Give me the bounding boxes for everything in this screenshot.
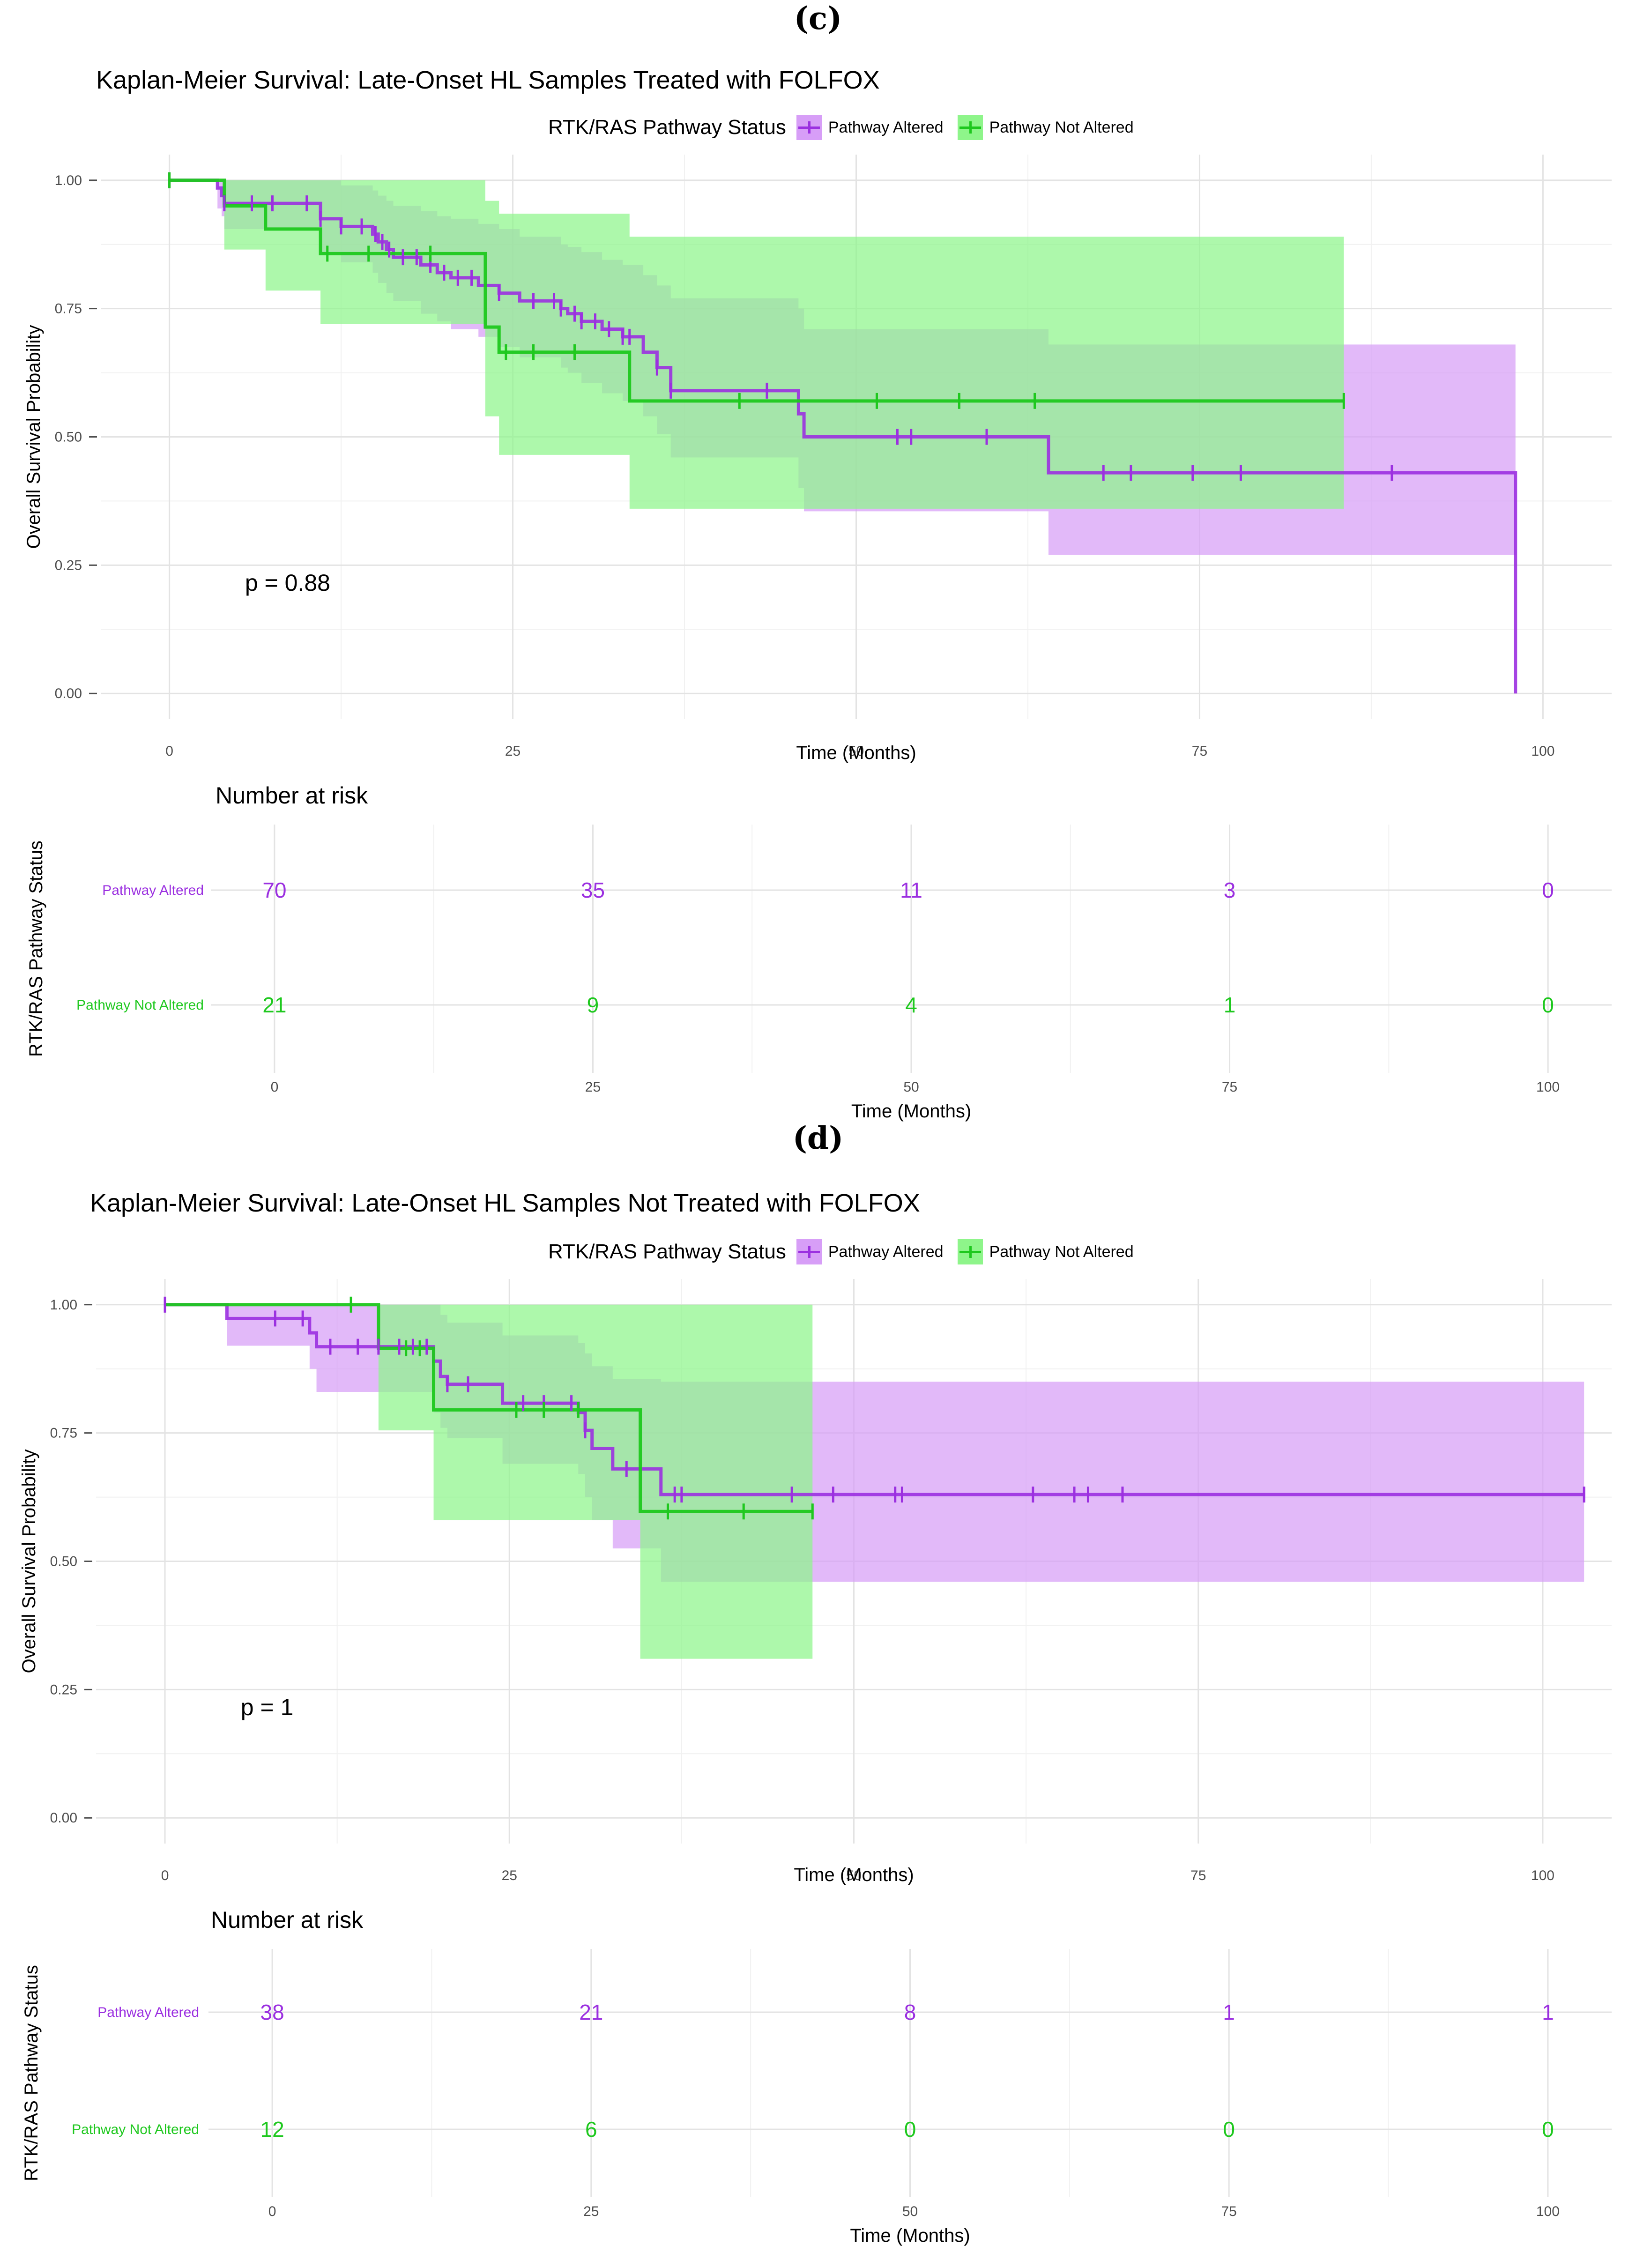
risk-y-axis-title: RTK/RAS Pathway Status xyxy=(26,840,46,1057)
x-tick-label: 50 xyxy=(848,744,864,759)
panel-c-title: Kaplan-Meier Survival: Late-Onset HL Sam… xyxy=(96,66,880,94)
risk-count-altered: 3 xyxy=(1224,878,1236,902)
x-tick-label: 25 xyxy=(502,1868,517,1883)
y-tick-label: 1.00 xyxy=(55,173,82,188)
risk-count-not-altered: 12 xyxy=(260,2117,284,2142)
risk-count-altered: 11 xyxy=(900,878,922,902)
legend-title: RTK/RAS Pathway Status xyxy=(548,116,786,139)
risk-group-label-not-altered: Pathway Not Altered xyxy=(72,2122,199,2137)
risk-count-not-altered: 21 xyxy=(262,993,286,1017)
risk-count-not-altered: 6 xyxy=(585,2117,597,2142)
risk-count-not-altered: 0 xyxy=(1542,2117,1554,2142)
x-tick-label: 75 xyxy=(1192,744,1207,759)
risk-table-title: Number at risk xyxy=(216,782,368,809)
panel-c-label: (c) xyxy=(794,0,842,37)
y-tick-label: 0.00 xyxy=(50,1810,77,1826)
risk-count-not-altered: 9 xyxy=(587,993,599,1017)
risk-count-altered: 35 xyxy=(581,878,605,902)
y-tick-label: 0.75 xyxy=(50,1426,77,1441)
legend-label-altered: Pathway Altered xyxy=(828,1242,944,1261)
y-tick-label: 0.50 xyxy=(50,1554,77,1569)
risk-group-label-altered: Pathway Altered xyxy=(97,2005,199,2020)
risk-x-tick-label: 75 xyxy=(1222,1079,1237,1095)
risk-x-tick-label: 0 xyxy=(268,2204,276,2219)
y-tick-label: 0.50 xyxy=(55,430,82,445)
risk-count-altered: 0 xyxy=(1542,878,1554,902)
risk-count-not-altered: 1 xyxy=(1224,993,1236,1017)
panel-c-legend: RTK/RAS Pathway Status Pathway Altered P… xyxy=(548,115,1148,140)
legend-label-altered: Pathway Altered xyxy=(828,118,944,136)
risk-count-not-altered: 0 xyxy=(1223,2117,1235,2142)
survival-line-altered xyxy=(165,1303,1584,1496)
x-tick-label: 50 xyxy=(846,1868,862,1883)
x-tick-label: 75 xyxy=(1190,1868,1206,1883)
confidence-band-not-altered xyxy=(169,180,1344,509)
p-value-annotation: p = 1 xyxy=(241,1694,294,1720)
legend-title: RTK/RAS Pathway Status xyxy=(548,1240,786,1263)
risk-x-tick-label: 0 xyxy=(271,1079,279,1095)
p-value-annotation: p = 0.88 xyxy=(245,570,330,596)
risk-count-not-altered: 4 xyxy=(905,993,917,1017)
risk-count-altered: 1 xyxy=(1542,2000,1554,2024)
y-axis-title: Overall Survival Probability xyxy=(23,325,44,549)
y-tick-label: 1.00 xyxy=(50,1297,77,1313)
x-tick-label: 0 xyxy=(165,744,173,759)
risk-group-label-altered: Pathway Altered xyxy=(102,883,204,898)
risk-count-not-altered: 0 xyxy=(904,2117,916,2142)
risk-count-altered: 70 xyxy=(262,878,286,902)
risk-count-altered: 1 xyxy=(1223,2000,1235,2024)
panel-d-label: (d) xyxy=(792,1120,844,1156)
risk-x-tick-label: 50 xyxy=(902,2204,918,2219)
confidence-band-not-altered xyxy=(165,1304,813,1659)
panel-d-legend: RTK/RAS Pathway Status Pathway Altered P… xyxy=(548,1239,1148,1264)
y-axis-title: Overall Survival Probability xyxy=(19,1450,39,1673)
legend-label-not-altered: Pathway Not Altered xyxy=(989,118,1134,136)
x-axis-title: Time (Months) xyxy=(794,1865,914,1885)
x-tick-label: 25 xyxy=(505,744,521,759)
x-axis-title: Time (Months) xyxy=(796,743,916,763)
y-tick-label: 0.75 xyxy=(55,301,82,317)
risk-table-title: Number at risk xyxy=(211,1907,364,1933)
risk-x-tick-label: 25 xyxy=(583,2204,599,2219)
legend-key-altered xyxy=(796,1239,822,1264)
x-tick-label: 100 xyxy=(1531,744,1554,759)
x-tick-label: 100 xyxy=(1531,1868,1554,1883)
risk-count-altered: 21 xyxy=(579,2000,603,2024)
x-tick-label: 0 xyxy=(161,1868,169,1883)
legend-key-not-altered xyxy=(957,1239,983,1264)
risk-x-tick-label: 75 xyxy=(1221,2204,1236,2219)
y-tick-label: 0.25 xyxy=(50,1682,77,1697)
legend-key-not-altered xyxy=(957,115,983,140)
legend-key-altered xyxy=(796,115,822,140)
risk-count-altered: 8 xyxy=(904,2000,916,2024)
y-tick-label: 0.00 xyxy=(55,686,82,701)
y-tick-label: 0.25 xyxy=(55,558,82,573)
risk-x-tick-label: 50 xyxy=(903,1079,919,1095)
risk-x-axis-title: Time (Months) xyxy=(850,2225,970,2246)
risk-y-axis-title: RTK/RAS Pathway Status xyxy=(21,1965,42,2181)
risk-count-not-altered: 0 xyxy=(1542,993,1554,1017)
risk-x-axis-title: Time (Months) xyxy=(851,1101,971,1122)
survival-line-not-altered xyxy=(165,1303,813,1513)
risk-x-tick-label: 25 xyxy=(585,1079,601,1095)
panel-d-title: Kaplan-Meier Survival: Late-Onset HL Sam… xyxy=(90,1189,920,1217)
risk-count-altered: 38 xyxy=(260,2000,284,2024)
legend-label-not-altered: Pathway Not Altered xyxy=(989,1242,1134,1261)
risk-x-tick-label: 100 xyxy=(1536,1079,1560,1095)
risk-x-tick-label: 100 xyxy=(1536,2204,1560,2219)
risk-group-label-not-altered: Pathway Not Altered xyxy=(76,997,204,1013)
